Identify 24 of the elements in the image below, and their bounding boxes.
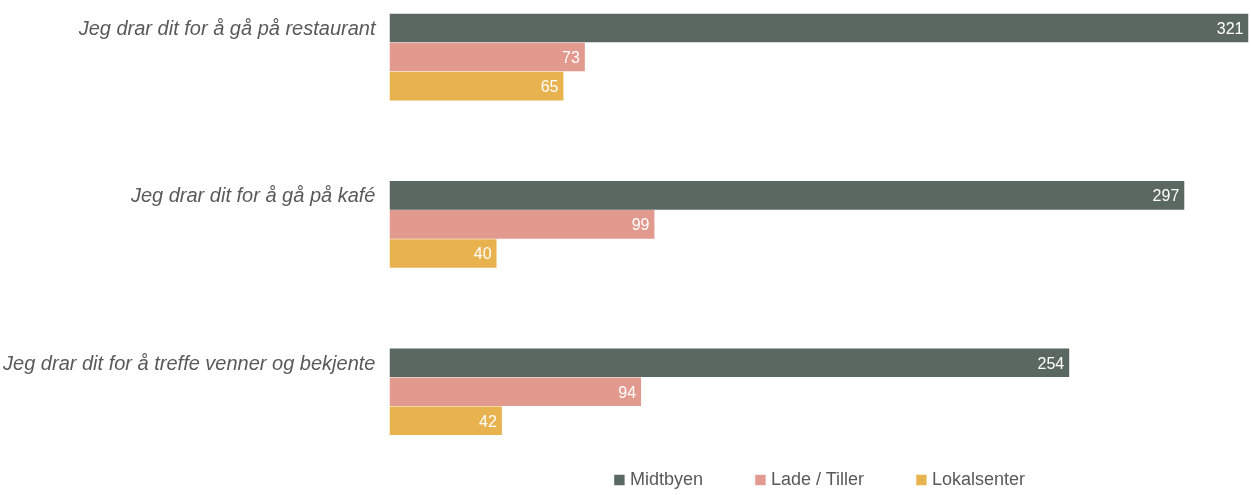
bar: [389, 348, 1070, 377]
bar: [389, 181, 1185, 210]
data-label: 94: [618, 383, 637, 401]
data-label: 99: [631, 216, 650, 234]
data-label: 40: [473, 245, 492, 263]
bar: [389, 406, 502, 436]
bar: [389, 210, 655, 239]
data-label: 65: [540, 78, 559, 96]
data-label: 254: [1037, 354, 1065, 372]
bar: [389, 377, 642, 407]
y-tick-label: Jeg drar dit for å gå på kafé: [129, 184, 376, 207]
legend-label: Lade / Tiller: [770, 469, 865, 490]
bar: [389, 239, 497, 268]
data-label: 42: [479, 412, 497, 430]
bar: [389, 42, 585, 72]
y-tick-label: Jeg drar dit for å treffe venner og bekjente: [2, 351, 376, 374]
data-label: 297: [1152, 187, 1180, 205]
bar: [389, 71, 564, 101]
data-label: 73: [562, 49, 580, 67]
legend-label: Midtbyen: [629, 469, 703, 490]
y-tick-label: Jeg drar dit for å gå på restaurant: [77, 17, 377, 40]
data-label: 321: [1216, 20, 1244, 38]
legend-label: Lokalsenter: [932, 469, 1026, 490]
bar: [389, 13, 1249, 43]
